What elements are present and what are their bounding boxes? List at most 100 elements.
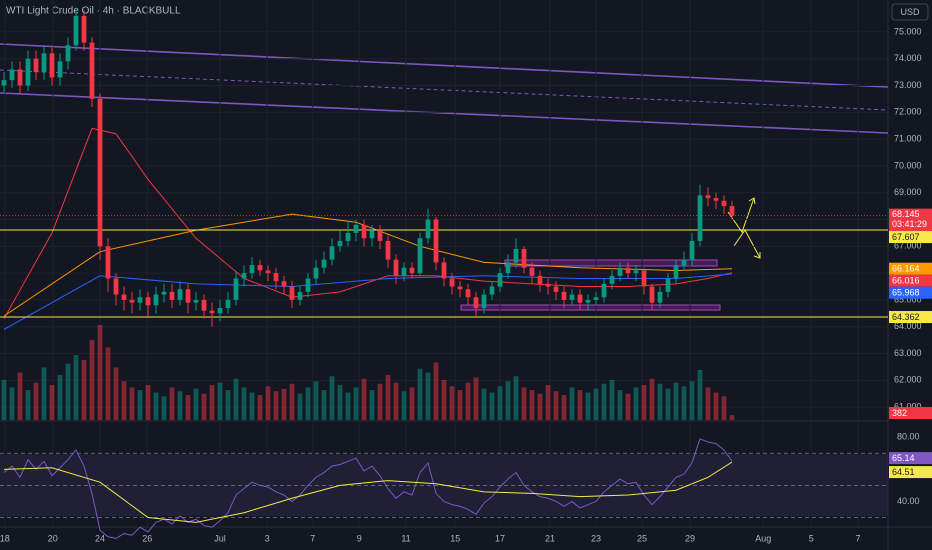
candle-body <box>473 297 479 308</box>
volume-bar <box>73 355 79 420</box>
volume-bar <box>361 378 367 420</box>
volume-bar <box>1 380 7 420</box>
volume-bar <box>113 367 119 420</box>
candle-body <box>25 58 31 86</box>
candle-body <box>497 273 503 287</box>
x-tick-label: 25 <box>637 533 647 543</box>
candle-body <box>649 286 655 303</box>
x-tick-label: Jul <box>214 533 226 543</box>
volume-bar <box>129 387 135 420</box>
candle-body <box>337 240 343 247</box>
volume-bar <box>169 387 175 420</box>
volume-bar <box>249 392 255 420</box>
candle-body <box>489 286 495 295</box>
trend-line <box>0 92 889 134</box>
candle-body <box>425 219 431 239</box>
x-tick-label: 3 <box>265 533 270 543</box>
candle-body <box>673 265 679 279</box>
x-tick-label: 21 <box>545 533 555 543</box>
candle-body <box>369 230 375 239</box>
x-tick-label: 17 <box>495 533 505 543</box>
volume-bar <box>625 393 631 420</box>
y-tick-label: 64.000 <box>894 321 922 331</box>
candle-body <box>593 297 599 300</box>
currency-label[interactable]: USD <box>900 7 920 17</box>
candle-body <box>241 273 247 279</box>
volume-bar <box>617 390 623 420</box>
arrow-head <box>753 252 761 259</box>
y-tick-label: 63.000 <box>894 348 922 358</box>
volume-bar <box>281 388 287 420</box>
candle-body <box>537 275 543 284</box>
volume-bar <box>577 390 583 420</box>
volume-bar <box>225 390 231 420</box>
candle-body <box>689 240 695 260</box>
volume-bar <box>585 392 591 420</box>
candle-body <box>129 299 135 303</box>
candle-body <box>297 291 303 300</box>
projection-arrow <box>727 197 755 234</box>
ma-tag: 65.968 <box>892 288 920 298</box>
y-tick-label: 61.000 <box>894 402 922 412</box>
rsi-line <box>3 438 733 539</box>
trend-line <box>0 43 889 88</box>
candle-body <box>729 206 735 216</box>
volume-bar <box>553 391 559 420</box>
candle-body <box>441 262 447 279</box>
volume-bar <box>209 385 215 420</box>
x-tick-label: 20 <box>48 533 58 543</box>
candle-body <box>545 283 551 287</box>
trend-line <box>0 69 889 111</box>
x-tick-label: 24 <box>95 533 105 543</box>
currency-button[interactable] <box>891 3 929 21</box>
volume-bar <box>345 392 351 420</box>
volume-bar <box>241 387 247 420</box>
volume-bar <box>97 325 103 420</box>
candle-body <box>1 80 7 86</box>
candle-body <box>633 270 639 274</box>
volume-bar <box>9 387 15 420</box>
volume-bar <box>201 393 207 420</box>
volume-bar <box>705 387 711 420</box>
candle-body <box>73 15 79 46</box>
ma-tag-bg <box>889 262 932 275</box>
volume-bar <box>57 375 63 420</box>
volume-bar <box>433 362 439 420</box>
candle-body <box>193 299 199 303</box>
candle-body <box>481 294 487 308</box>
y-tick-label: 74.000 <box>894 53 922 63</box>
volume-bar <box>17 372 23 420</box>
volume-bar <box>65 363 71 420</box>
candle-body <box>705 195 711 199</box>
x-tick-label: 5 <box>809 533 814 543</box>
volume-bar <box>649 378 655 420</box>
rsi-tick-label: 40.00 <box>897 496 920 506</box>
x-tick-label: 29 <box>685 533 695 543</box>
chart-title: WTI Light Crude Oil · 4h · BLACKBULL <box>6 6 181 17</box>
candle-body <box>665 278 671 292</box>
volume-bar <box>545 385 551 420</box>
arrow-head <box>748 197 756 205</box>
candle-body <box>161 291 167 295</box>
volume-bar <box>713 392 719 420</box>
y-tick-label: 65.000 <box>894 294 922 304</box>
candle-body <box>49 53 55 78</box>
candle-body <box>553 286 559 292</box>
volume-bar <box>633 387 639 420</box>
x-tick-label: 15 <box>450 533 460 543</box>
level-tag: 67.607 <box>892 232 920 242</box>
volume-bar <box>689 381 695 420</box>
candle-body <box>353 224 359 233</box>
candle-body <box>201 299 207 311</box>
volume-bar <box>193 388 199 420</box>
volume-bar <box>569 387 575 420</box>
candle-body <box>145 297 151 306</box>
volume-bar <box>185 395 191 420</box>
candle-body <box>377 230 383 241</box>
x-tick-label: 9 <box>357 533 362 543</box>
volume-bar <box>529 390 535 420</box>
candle-body <box>153 294 159 306</box>
volume-bar <box>137 390 143 420</box>
y-tick-label: 71.000 <box>894 133 922 143</box>
